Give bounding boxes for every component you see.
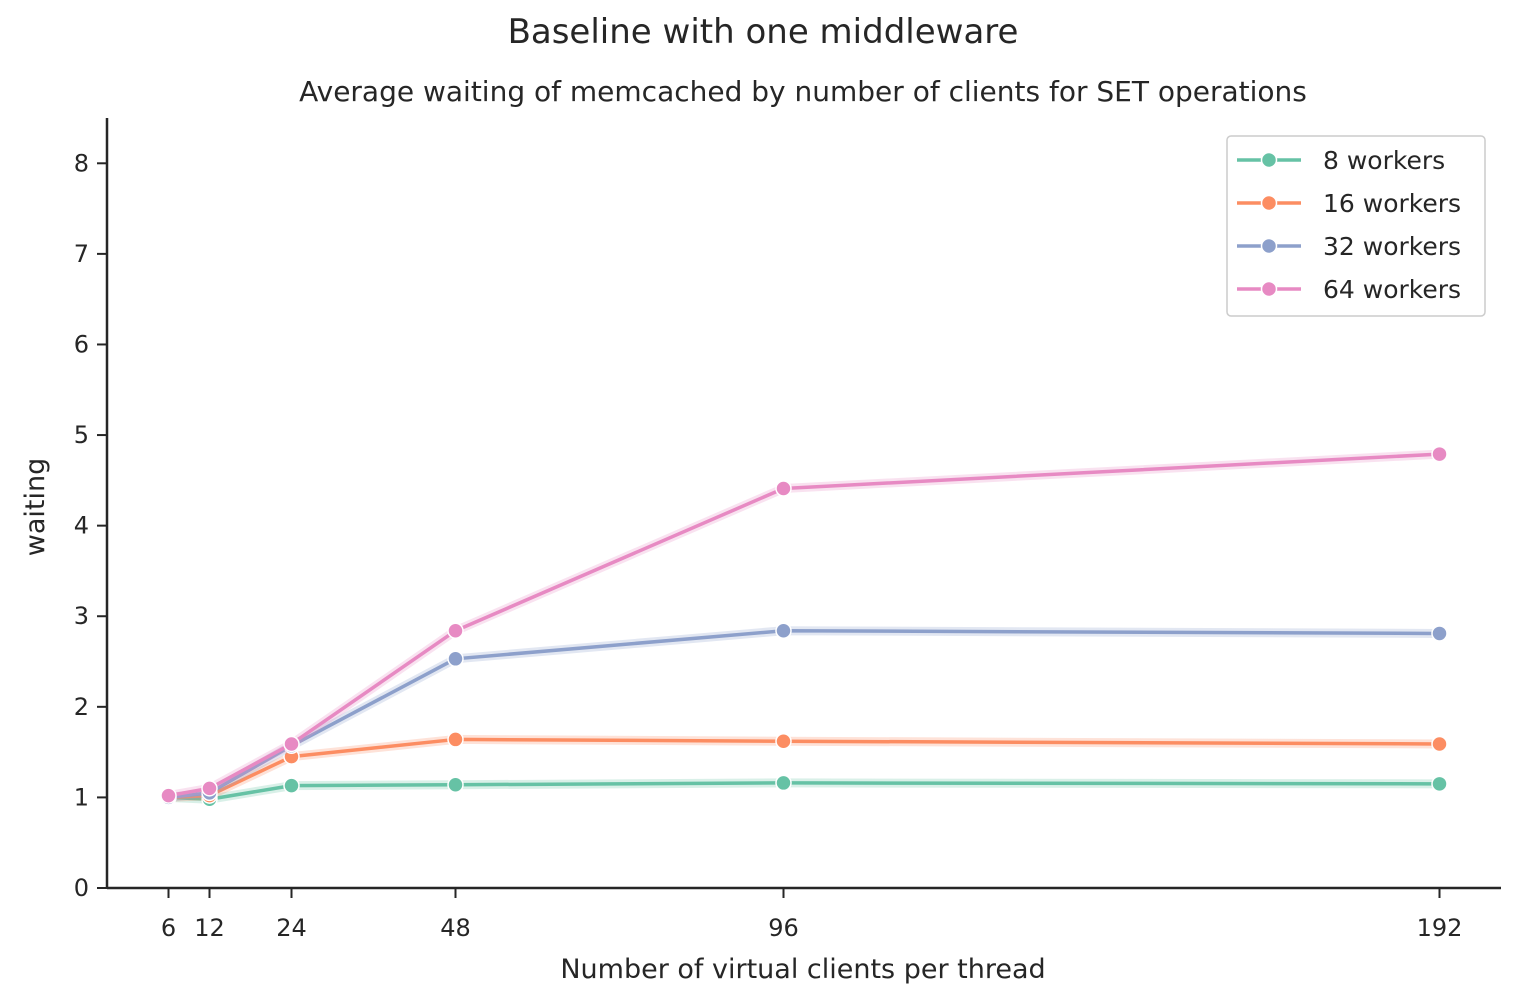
legend-item: 32 workers <box>1237 232 1461 261</box>
series-band <box>168 626 1440 802</box>
series-3 <box>160 622 1448 806</box>
y-tick-label: 0 <box>74 874 89 902</box>
x-tick-label: 12 <box>194 914 225 942</box>
legend-marker <box>1260 194 1278 212</box>
x-tick-label: 48 <box>440 914 471 942</box>
series-1 <box>160 774 1448 808</box>
legend-marker <box>1260 280 1278 298</box>
series-2 <box>160 731 1448 806</box>
legend-item: 8 workers <box>1237 146 1445 175</box>
x-tick-label: 6 <box>161 914 176 942</box>
legend-box <box>1226 135 1486 317</box>
legend-label: 16 workers <box>1323 189 1461 218</box>
x-tick-label: 192 <box>1417 914 1463 942</box>
y-tick-label: 4 <box>74 512 89 540</box>
legend-marker <box>1260 237 1278 255</box>
y-tick-label: 6 <box>74 330 89 358</box>
y-tick-label: 8 <box>74 149 89 177</box>
legend-item: 64 workers <box>1237 275 1461 304</box>
data-point <box>1431 625 1448 642</box>
y-tick-label: 2 <box>74 693 89 721</box>
data-point <box>447 776 464 793</box>
data-point <box>775 732 792 750</box>
chart-title: Average waiting of memcached by number o… <box>299 75 1307 108</box>
series-layer <box>160 445 1448 808</box>
legend-label: 8 workers <box>1323 146 1445 175</box>
data-point <box>447 731 464 748</box>
data-point <box>283 735 300 753</box>
data-point <box>447 622 464 639</box>
x-tick-label: 24 <box>276 914 307 942</box>
legend-item: 16 workers <box>1237 189 1461 218</box>
data-point <box>775 622 792 639</box>
x-axis-label: Number of virtual clients per thread <box>560 954 1045 985</box>
y-axis-label: waiting <box>20 458 51 556</box>
data-point <box>1431 445 1448 463</box>
data-point <box>201 780 218 797</box>
data-point <box>283 777 300 794</box>
y-tick-label: 1 <box>74 783 89 811</box>
data-point <box>1431 735 1448 753</box>
data-point <box>160 787 177 804</box>
data-point <box>447 650 464 668</box>
series-4 <box>160 445 1448 804</box>
y-tick-label: 3 <box>74 602 89 630</box>
legend: 8 workers 16 workers 32 workers 64 workers <box>1226 135 1486 317</box>
legend-marker <box>1260 151 1278 169</box>
x-tick-label: 96 <box>768 914 799 942</box>
legend-label: 32 workers <box>1323 232 1461 261</box>
y-tick-label: 7 <box>74 240 89 268</box>
data-point <box>1431 775 1448 793</box>
y-tick-label: 5 <box>74 421 89 449</box>
data-point <box>775 774 792 792</box>
data-point <box>775 480 792 497</box>
legend-label: 64 workers <box>1323 275 1461 304</box>
figure-title: Baseline with one middleware <box>507 12 1019 52</box>
